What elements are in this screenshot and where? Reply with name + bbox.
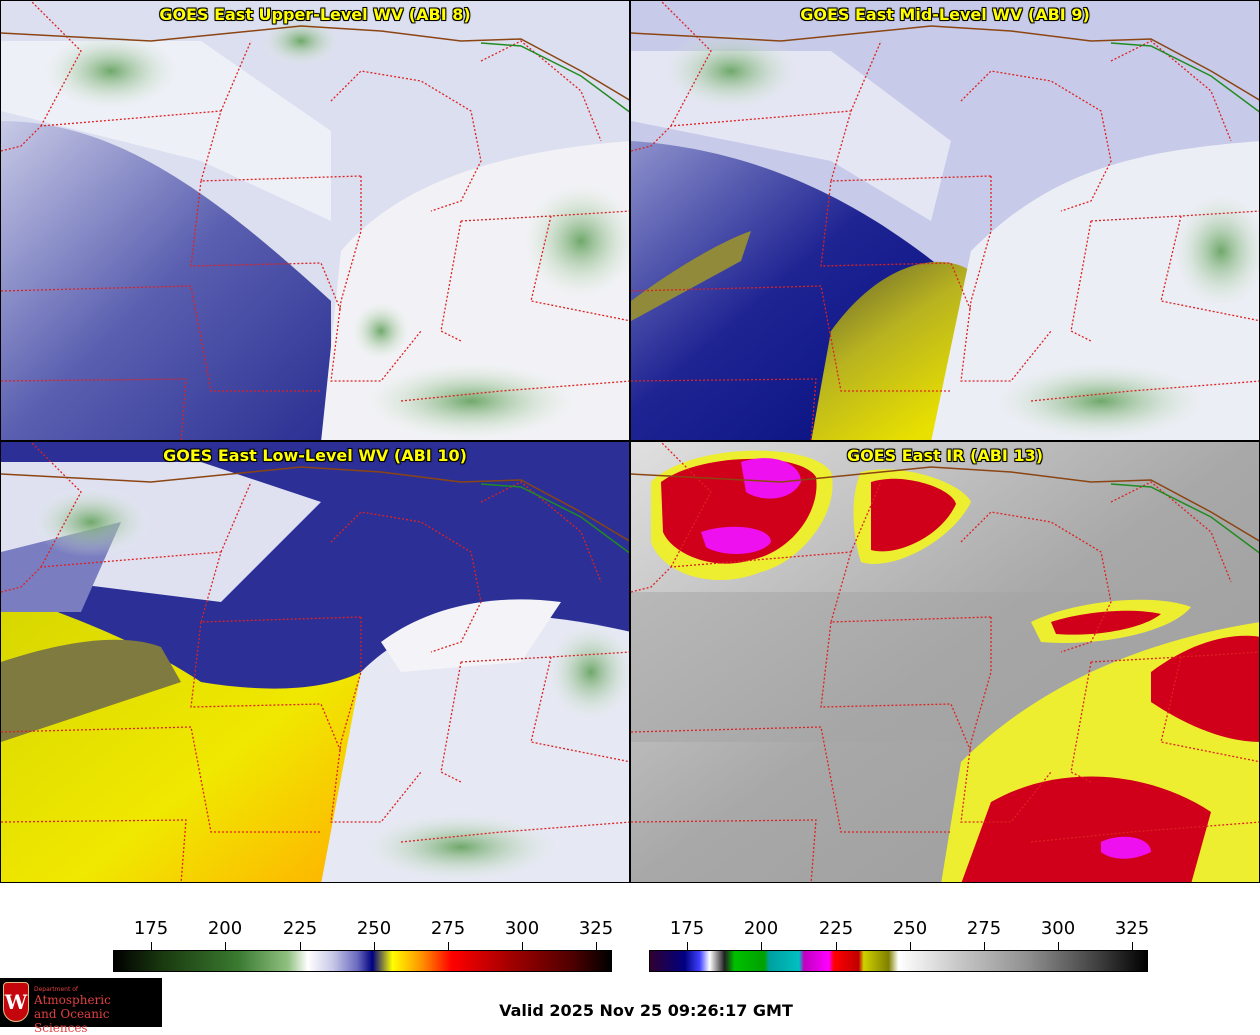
wv-tick-label: 300 — [504, 918, 540, 939]
logo-department: Department of — [34, 986, 78, 993]
low-wv-image — [1, 442, 629, 882]
logo-line1: Atmospheric — [34, 993, 111, 1007]
wv-tick-label: 275 — [430, 918, 466, 939]
ir-tick-label: 225 — [818, 918, 854, 939]
panel-upper-level-wv: GOES East Upper-Level WV (ABI 8) — [0, 0, 630, 441]
aos-logo: W Department of Atmospheric and Oceanic … — [0, 978, 162, 1035]
ir-title: GOES East IR (ABI 13) — [846, 446, 1044, 465]
low-wv-title: GOES East Low-Level WV (ABI 10) — [163, 446, 467, 465]
wv-tick-label: 225 — [282, 918, 318, 939]
panel-low-level-wv: GOES East Low-Level WV (ABI 10) — [0, 441, 630, 883]
ir-tick-label: 175 — [669, 918, 705, 939]
panel-mid-level-wv: GOES East Mid-Level WV (ABI 9) — [630, 0, 1260, 441]
mid-wv-title: GOES East Mid-Level WV (ABI 9) — [800, 5, 1090, 24]
uw-crest-icon: W — [3, 982, 29, 1022]
wv-colorbar-ticks: 175 200 225 250 275 300 325 — [113, 918, 614, 950]
wv-tick-label: 200 — [207, 918, 243, 939]
ir-tick-label: 200 — [743, 918, 779, 939]
wv-tick-label: 250 — [356, 918, 392, 939]
panel-ir: GOES East IR (ABI 13) — [630, 441, 1260, 883]
wv-tick-label: 175 — [133, 918, 169, 939]
ir-tick-label: 250 — [892, 918, 928, 939]
upper-wv-title: GOES East Upper-Level WV (ABI 8) — [159, 5, 471, 24]
ir-tick-label: 325 — [1114, 918, 1150, 939]
mid-wv-image — [631, 1, 1259, 440]
wv-colorbar — [113, 950, 612, 972]
ir-colorbar-ticks: 175 200 225 250 275 300 325 — [649, 918, 1150, 950]
ir-colorbar — [649, 950, 1148, 972]
upper-wv-image — [1, 1, 629, 440]
valid-time: Valid 2025 Nov 25 09:26:17 GMT — [499, 1001, 793, 1020]
ir-tick-label: 275 — [966, 918, 1002, 939]
ir-image — [631, 442, 1259, 882]
wv-tick-label: 325 — [578, 918, 614, 939]
ir-tick-label: 300 — [1040, 918, 1076, 939]
